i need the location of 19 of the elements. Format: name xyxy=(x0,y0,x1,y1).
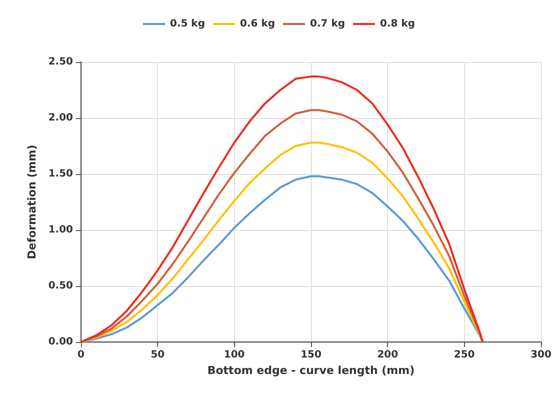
y-tick-label: 0.00 xyxy=(48,336,74,348)
x-axis-title: Bottom edge - curve length (mm) xyxy=(207,364,415,377)
legend-label: 0.8 kg xyxy=(380,18,416,30)
y-tick-label: 1.50 xyxy=(48,168,74,180)
y-axis-title: Deformation (mm) xyxy=(25,144,38,260)
x-tick-label: 250 xyxy=(454,350,475,360)
y-tick-label: 0.50 xyxy=(48,280,74,292)
y-tick-label: 2.00 xyxy=(48,112,74,124)
legend-label: 0.5 kg xyxy=(170,18,206,30)
legend-label: 0.6 kg xyxy=(240,18,276,30)
x-tick-label: 50 xyxy=(150,350,165,360)
x-tick-label: 100 xyxy=(224,350,245,360)
y-tick-label: 2.50 xyxy=(48,56,74,68)
x-tick-label: 0 xyxy=(78,350,85,360)
x-tick-label: 200 xyxy=(377,350,398,360)
x-tick-label: 300 xyxy=(530,350,552,360)
legend-label: 0.7 kg xyxy=(310,18,346,30)
x-tick-label: 150 xyxy=(300,350,322,360)
y-tick-label: 1.00 xyxy=(48,224,74,236)
